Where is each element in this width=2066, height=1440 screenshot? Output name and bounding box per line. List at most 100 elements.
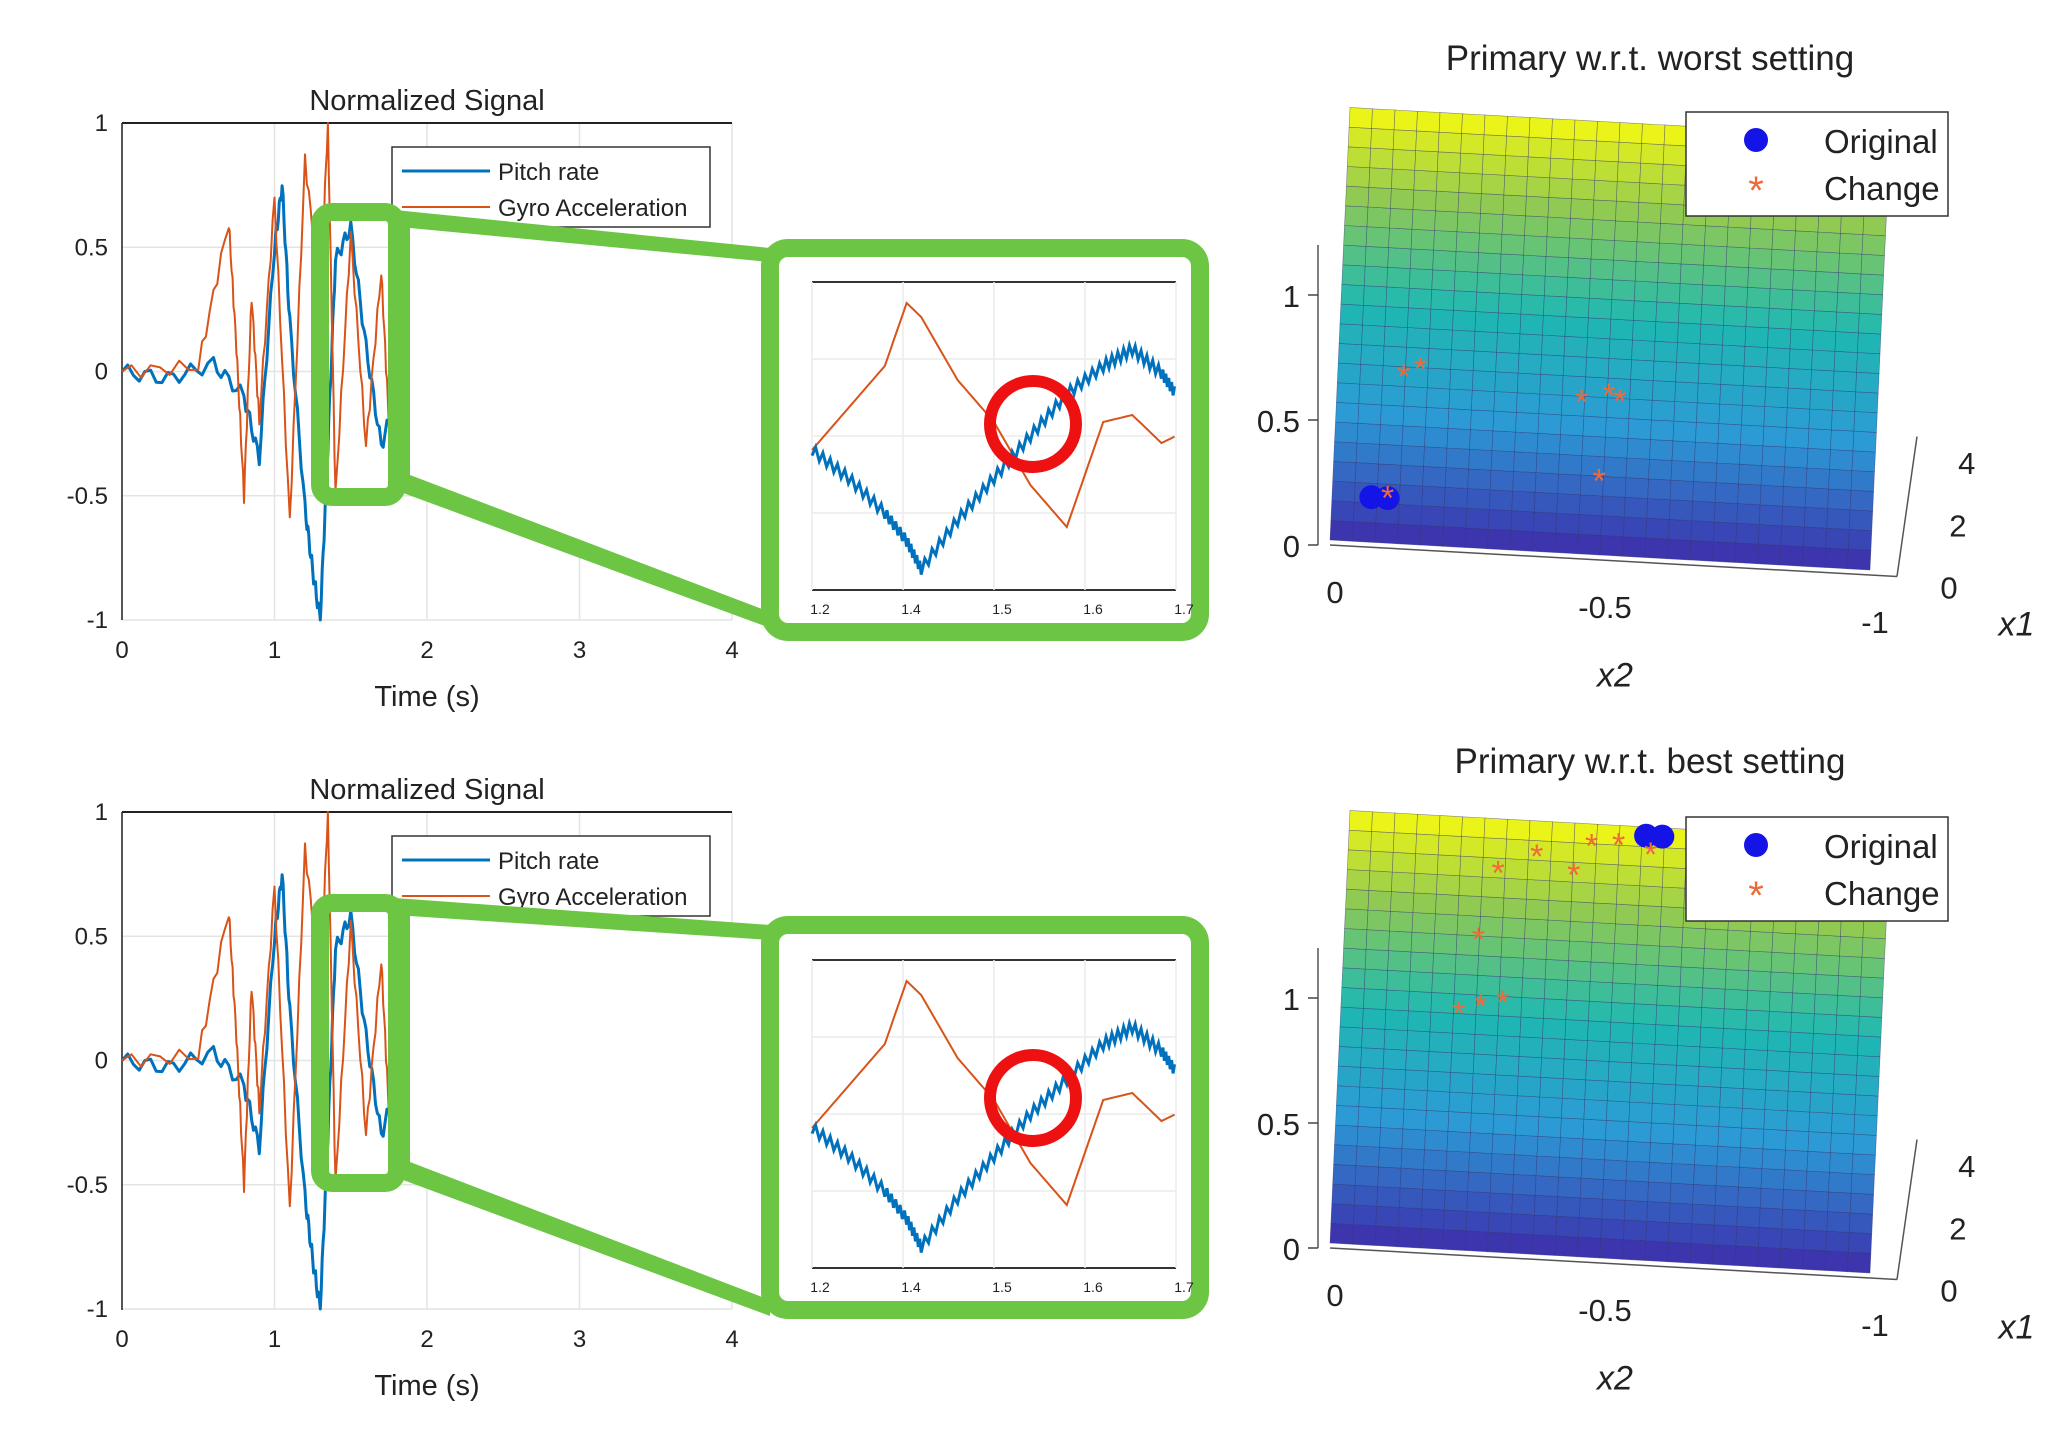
surface-patch <box>1341 264 1366 287</box>
change-point: * <box>1381 480 1394 518</box>
surface-patch <box>1749 930 1774 953</box>
z-tick-label: 0 <box>1283 529 1300 564</box>
surface-patch <box>1824 1250 1849 1273</box>
surface-patch <box>1638 182 1663 204</box>
surface-patch <box>1646 1201 1671 1223</box>
surface-patch <box>1645 517 1670 540</box>
surface-patch <box>1390 188 1415 210</box>
surface-patch <box>1455 231 1480 253</box>
surface-patch <box>1515 1115 1540 1137</box>
surface-patch <box>1792 972 1817 995</box>
surface-patch <box>1627 418 1652 440</box>
surface-patch <box>1488 1192 1514 1215</box>
surface-patch <box>1384 1009 1409 1031</box>
change-point: * <box>1613 382 1626 420</box>
surface-patch <box>1447 1111 1472 1133</box>
surface-patch <box>1764 386 1789 409</box>
surface-patch <box>1781 505 1806 528</box>
surface-patch <box>1402 405 1427 428</box>
surface-patch <box>1602 476 1627 498</box>
surface-patch <box>1723 285 1749 308</box>
surface-patch <box>1391 148 1417 171</box>
surface-patch <box>1398 484 1424 507</box>
surface-patch <box>1623 1219 1648 1242</box>
surface-patch <box>1829 449 1854 471</box>
surface-patch <box>1848 509 1874 532</box>
surface-patch <box>1509 529 1534 552</box>
surface-patch <box>1488 509 1513 531</box>
surface-patch <box>1568 237 1593 260</box>
surface-patch <box>1464 1230 1489 1253</box>
surface-patch <box>1622 536 1647 558</box>
y-tick-label: -1 <box>87 607 108 634</box>
surface-patch <box>1352 1224 1377 1246</box>
surface-patch <box>1479 212 1504 235</box>
surface-patch <box>1513 1154 1538 1176</box>
surface-patch <box>1533 1214 1558 1237</box>
surface-patch <box>1412 892 1437 915</box>
legend-label-gyro: Gyro Acceleration <box>498 195 687 222</box>
surface-patch <box>1600 1218 1625 1240</box>
surface-patch <box>1738 463 1763 486</box>
highlight-circle-top <box>984 375 1082 473</box>
surface-patch <box>1784 1149 1809 1172</box>
surface-patch <box>1694 1144 1719 1167</box>
surface-patch <box>1383 325 1408 348</box>
surface-patch <box>1426 1090 1451 1112</box>
surface-patch <box>1648 1161 1673 1184</box>
surface-patch <box>1689 1242 1714 1265</box>
surface-patch <box>1551 821 1576 844</box>
legend-label-change: Change <box>1824 875 1940 912</box>
surface-patch <box>1452 309 1477 332</box>
surface-patch <box>1375 1205 1400 1228</box>
surface-patch <box>1848 1232 1873 1254</box>
surface-patch <box>1814 974 1839 996</box>
surface-patch <box>1703 948 1728 970</box>
surface-patch <box>1633 983 1659 1006</box>
legend-label-original: Original <box>1824 828 1938 865</box>
surface-patch <box>1640 143 1665 165</box>
surface-patch <box>1657 262 1682 284</box>
surface-patch <box>1701 284 1726 307</box>
surface-patch <box>1514 431 1539 454</box>
surface-patch <box>1478 232 1503 255</box>
surface-patch <box>1569 920 1594 943</box>
x1-tick-label: 4 <box>1958 446 1975 481</box>
surface-patch <box>1714 482 1739 504</box>
surface-patch <box>1803 526 1828 549</box>
surface-patch <box>1697 363 1722 385</box>
surface-patch <box>1673 401 1698 423</box>
surface-patch <box>1713 1224 1738 1247</box>
surface-patch <box>1693 1164 1718 1186</box>
surface-patch <box>1526 156 1552 179</box>
surface-patch <box>1654 1024 1679 1046</box>
surface-patch <box>1573 119 1598 142</box>
surface-patch <box>1726 226 1751 249</box>
surface-patch <box>1803 506 1829 529</box>
surface-patch <box>1812 329 1837 352</box>
surface-patch <box>1436 874 1461 896</box>
surface-patch <box>1661 886 1686 909</box>
surface-patch <box>1663 124 1688 147</box>
surface-patch <box>1414 150 1439 172</box>
surface-patch <box>1426 387 1451 409</box>
surface-patch <box>1672 1123 1697 1146</box>
surface-patch <box>1680 946 1705 969</box>
surface-patch <box>1501 917 1526 939</box>
surface-patch <box>1331 480 1356 503</box>
surface-patch <box>1856 1055 1881 1077</box>
surface-patch <box>1713 521 1738 544</box>
surface-patch <box>1720 364 1745 386</box>
surface-patch <box>1415 130 1440 153</box>
surface-patch <box>1353 1184 1379 1207</box>
surface-patch <box>1661 163 1687 186</box>
surface-patch <box>1831 1112 1856 1135</box>
surface-patch <box>1757 1246 1782 1269</box>
surface-patch <box>1348 810 1373 832</box>
surface-patch <box>1579 1177 1604 1200</box>
surface-patch <box>1805 467 1830 490</box>
surface-patch <box>1362 1007 1387 1030</box>
surface-patch <box>1779 544 1804 567</box>
surface-patch <box>1859 273 1884 296</box>
zoom-highlight-bottom: 1.2 1.4 1.5 1.6 1.7 <box>311 894 1209 1319</box>
